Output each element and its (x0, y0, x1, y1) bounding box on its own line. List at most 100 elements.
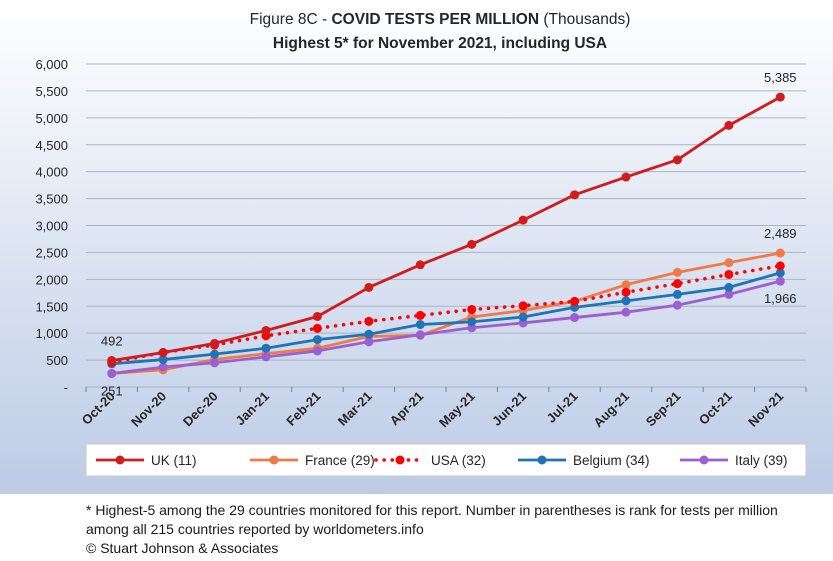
data-point (158, 348, 168, 358)
data-point (312, 335, 322, 345)
y-tick-label: 5,000 (35, 111, 68, 126)
legend-marker (269, 455, 279, 465)
y-tick-label: 500 (46, 353, 68, 368)
data-point (364, 316, 374, 326)
data-point (415, 260, 425, 270)
data-point (364, 337, 374, 347)
data-point (210, 358, 220, 368)
data-point (312, 311, 322, 321)
chart-background (0, 0, 833, 494)
data-point (724, 282, 734, 292)
y-axis-tick-labels: - 500 1,000 1,500 2,000 2,500 3,000 3,500 4,000 4… (35, 57, 68, 395)
series-line (111, 251, 781, 375)
legend-label: UK (11) (151, 453, 197, 468)
data-point (210, 349, 220, 359)
data-point (415, 310, 425, 320)
legend-label: USA (32) (431, 453, 486, 468)
data-point (570, 190, 580, 200)
legend-item-0: UK (11) (96, 453, 197, 468)
line-chart: Figure 8C - COVID TESTS PER MILLION (Tho… (0, 0, 833, 494)
data-point (364, 282, 374, 292)
data-point (775, 276, 785, 286)
data-point (775, 261, 785, 271)
data-point (724, 258, 734, 268)
data-point (107, 356, 117, 366)
data-point (107, 368, 117, 378)
data-point (518, 215, 528, 225)
data-label: 5,385 (764, 70, 797, 85)
data-point (158, 355, 168, 365)
data-point (261, 325, 271, 335)
data-point (312, 346, 322, 356)
data-point (570, 296, 580, 306)
data-point (415, 320, 425, 330)
gridlines (85, 63, 807, 392)
legend-marker (537, 455, 547, 465)
legend-item-4: Italy (39) (680, 453, 788, 468)
legend-marker (699, 455, 709, 465)
data-point (364, 329, 374, 339)
data-point (261, 352, 271, 362)
data-point (415, 330, 425, 340)
y-tick-label: - (64, 380, 68, 395)
y-tick-label: 2,000 (35, 272, 68, 287)
legend-label: France (29) (305, 453, 375, 468)
data-point (775, 268, 785, 278)
legend-item-1: France (29) (250, 453, 375, 468)
legend-item-3: Belgium (34) (518, 453, 650, 468)
y-tick-label: 4,500 (35, 138, 68, 153)
data-point (467, 239, 477, 249)
y-tick-label: 3,500 (35, 192, 68, 207)
series-line (109, 264, 783, 364)
footnote-line-1: * Highest-5 among the 29 countries monit… (86, 502, 778, 518)
series-lines (107, 92, 785, 378)
footnote-line-3: © Stuart Johnson & Associates (86, 540, 279, 556)
data-point (672, 155, 682, 165)
data-point (672, 267, 682, 277)
legend-marker (115, 455, 125, 465)
chart-title: Figure 8C - COVID TESTS PER MILLION (Tho… (250, 11, 631, 28)
data-point (724, 269, 734, 279)
data-point (210, 338, 220, 348)
series-0 (107, 92, 785, 366)
data-point (621, 172, 631, 182)
y-tick-label: 4,000 (35, 165, 68, 180)
data-point (621, 280, 631, 290)
y-tick-label: 6,000 (35, 57, 68, 72)
legend-marker (395, 455, 405, 465)
data-point (518, 312, 528, 322)
series-line (111, 95, 781, 362)
legend: UK (11) France (29) USA (32) Belgium (34) It… (96, 453, 788, 468)
legend-label: Belgium (34) (573, 453, 650, 468)
series-line (111, 271, 781, 366)
y-tick-label: 1,500 (35, 299, 68, 314)
data-point (775, 92, 785, 102)
legend-label: Italy (39) (735, 453, 788, 468)
data-point (724, 289, 734, 299)
data-point (261, 343, 271, 353)
data-point (672, 279, 682, 289)
footnote-line-2: among all 215 countries reported by worl… (86, 521, 424, 537)
data-point (158, 362, 168, 372)
data-point (467, 304, 477, 314)
y-tick-label: 1,000 (35, 326, 68, 341)
y-tick-label: 2,500 (35, 245, 68, 260)
chart-subtitle: Highest 5* for November 2021, including … (273, 35, 607, 52)
legend-item-2: USA (32) (374, 453, 486, 468)
data-point (467, 317, 477, 327)
data-point (621, 307, 631, 317)
chart-area: Figure 8C - COVID TESTS PER MILLION (Tho… (0, 0, 833, 494)
data-label: 251 (101, 383, 123, 398)
data-point (724, 120, 734, 130)
data-point (570, 313, 580, 323)
data-point (775, 248, 785, 258)
data-point (672, 289, 682, 299)
data-label: 2,489 (764, 226, 797, 241)
y-tick-label: 3,000 (35, 219, 68, 234)
data-point (621, 296, 631, 306)
data-point (518, 301, 528, 311)
data-label: 492 (101, 334, 123, 349)
data-labels: 492 251 5,385 2,489 1,966 (101, 70, 797, 398)
data-label: 1,966 (764, 291, 797, 306)
series-line (111, 279, 781, 375)
